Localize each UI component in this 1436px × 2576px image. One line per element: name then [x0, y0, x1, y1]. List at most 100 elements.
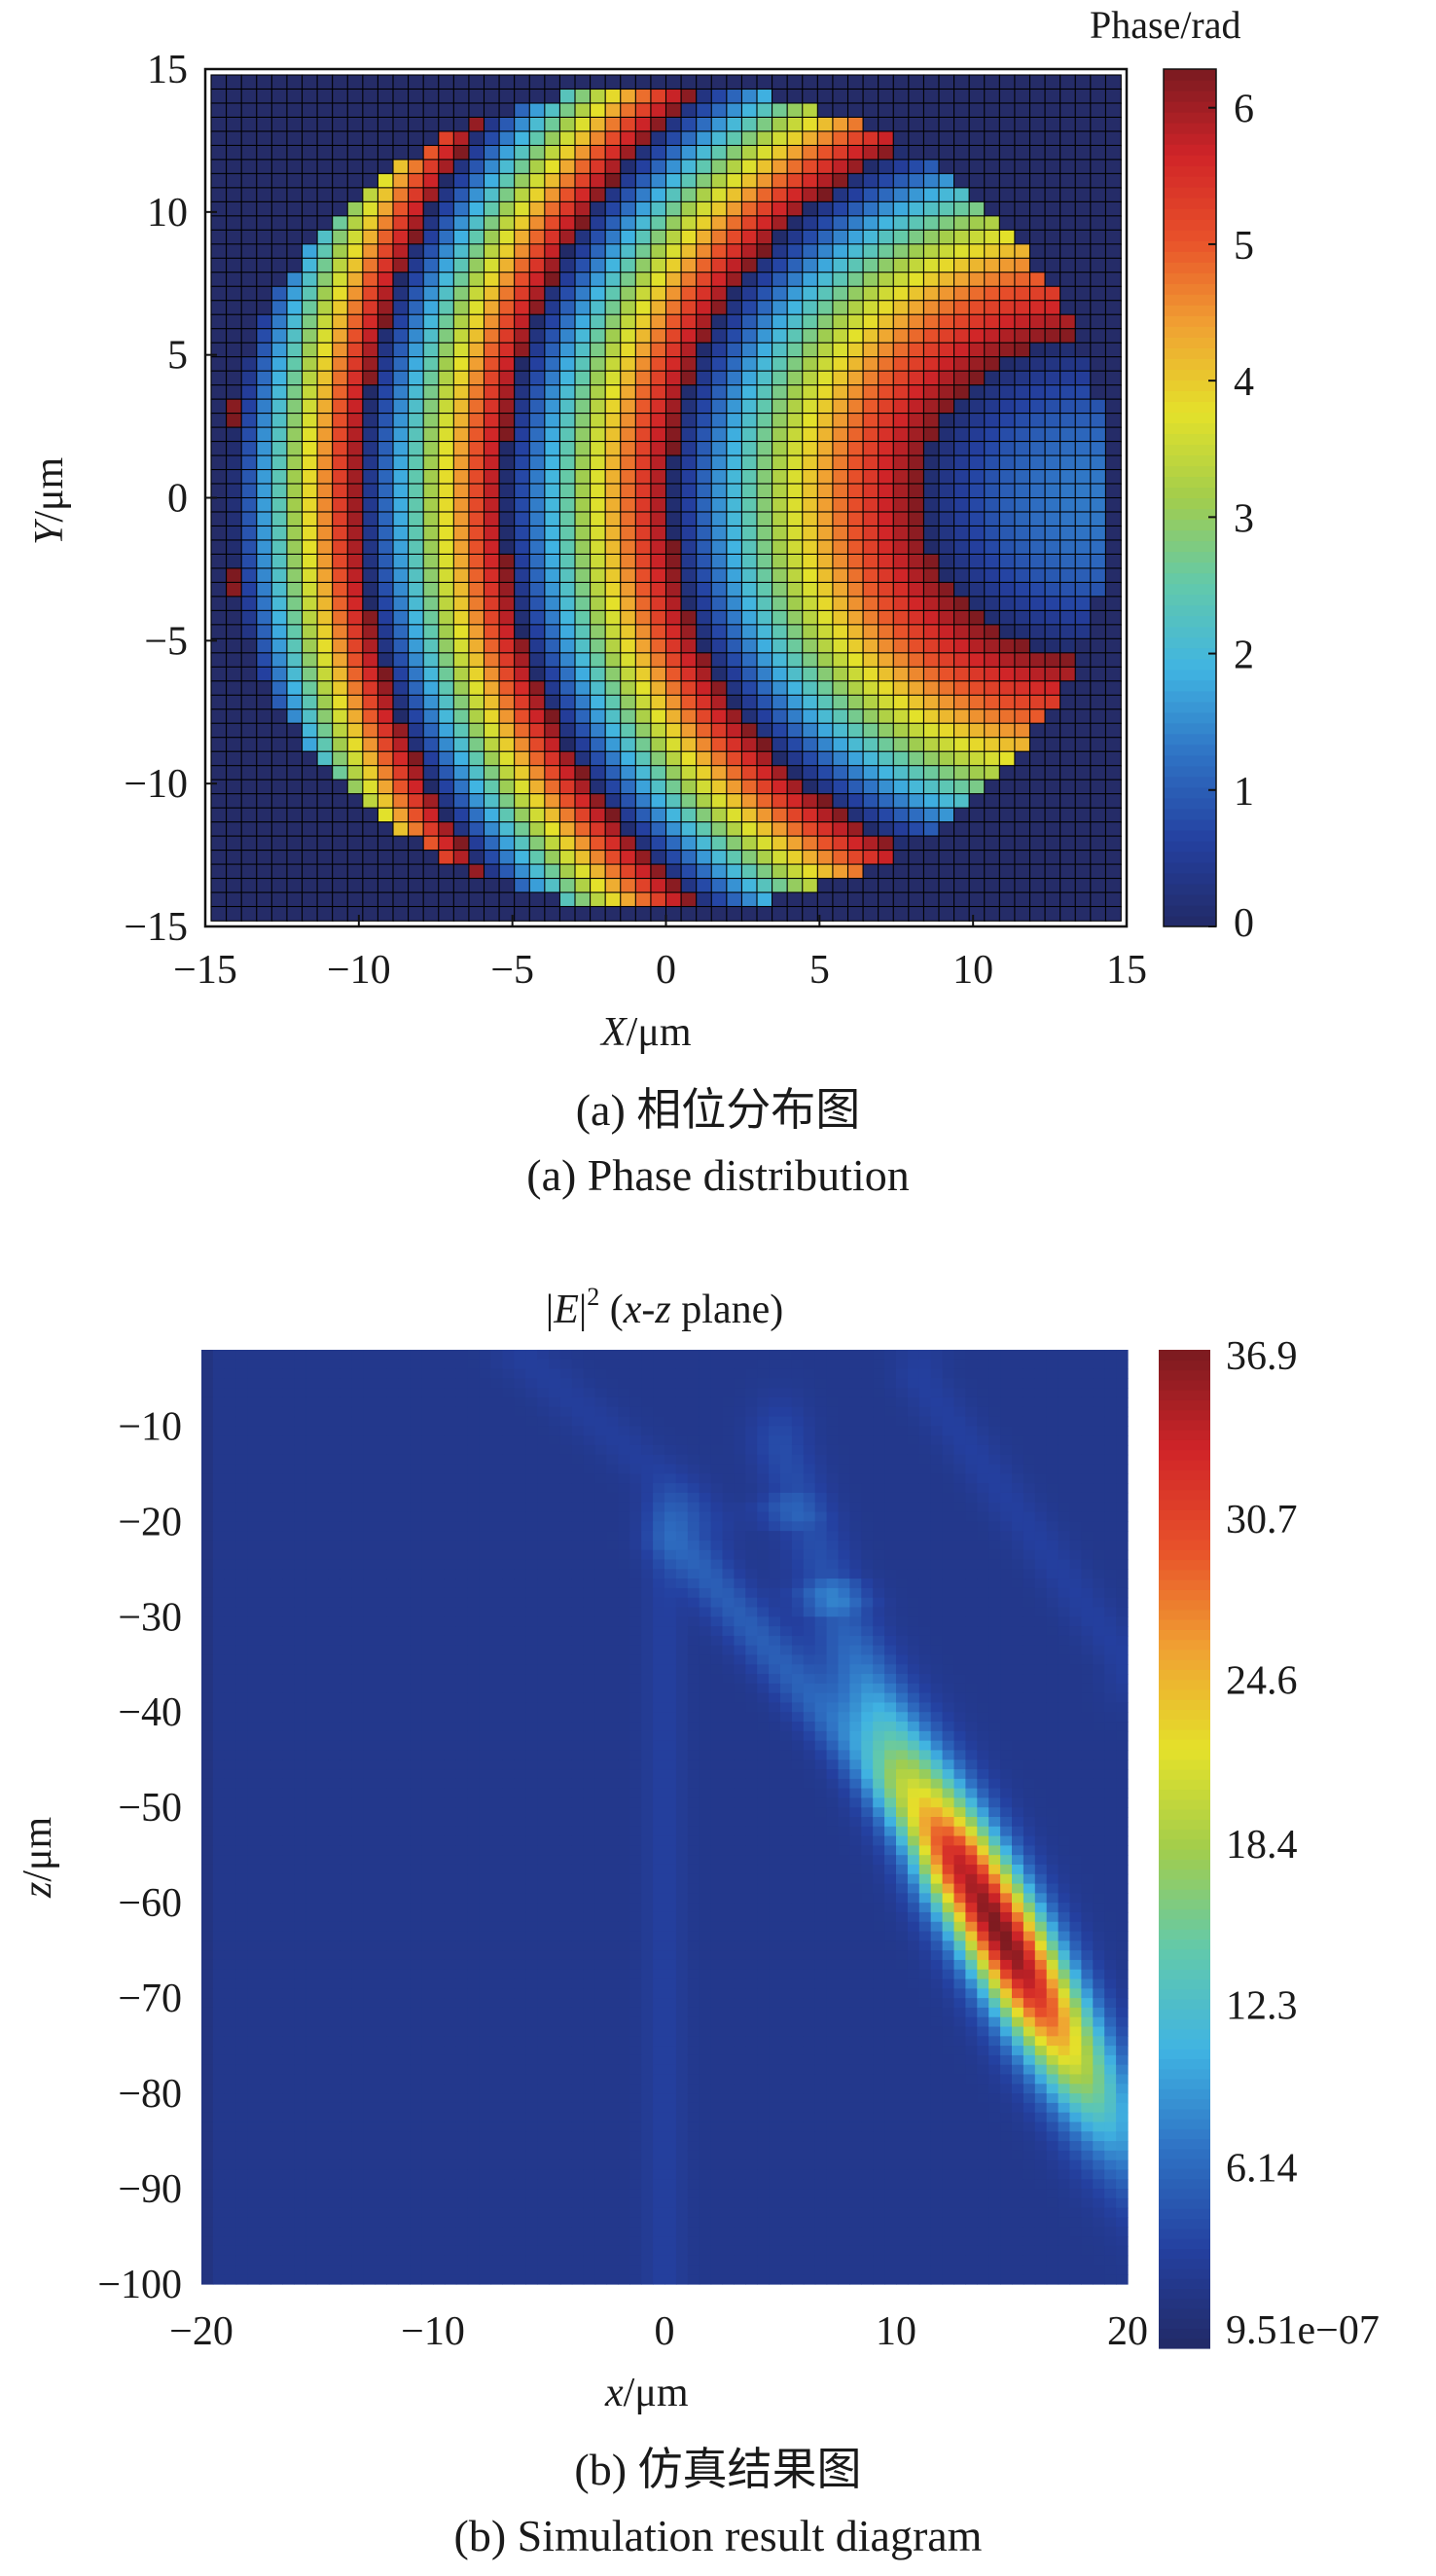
intensity-cell [270, 1950, 283, 1961]
intensity-cell [340, 1769, 353, 1780]
intensity-cell [224, 1778, 237, 1790]
intensity-cell [282, 1483, 295, 1494]
intensity-cell [224, 1797, 237, 1808]
intensity-cell [259, 1531, 271, 1542]
intensity-cell [305, 1712, 318, 1723]
intensity-cell [305, 1616, 318, 1627]
intensity-cell [294, 1444, 306, 1456]
intensity-cell [317, 2131, 330, 2142]
intensity-cell [294, 2207, 306, 2219]
intensity-cell [282, 2122, 295, 2132]
intensity-cell [282, 1921, 295, 1933]
intensity-cell [317, 1864, 330, 1875]
intensity-cell [235, 1597, 249, 1609]
intensity-cell [224, 1426, 237, 1436]
intensity-cell [235, 1674, 249, 1685]
intensity-cell [247, 1521, 261, 1532]
intensity-cell [201, 2159, 214, 2171]
intensity-cell [235, 1492, 249, 1504]
intensity-cell [235, 1388, 249, 1398]
intensity-cell [340, 1873, 353, 1885]
intensity-cell [294, 1817, 306, 1828]
intensity-cell [259, 1797, 271, 1808]
intensity-cell [212, 1569, 226, 1579]
intensity-cell [340, 1931, 353, 1941]
intensity-cell [305, 1826, 318, 1837]
intensity-cell [340, 1750, 353, 1760]
intensity-cell [328, 1664, 341, 1675]
intensity-cell [340, 1855, 353, 1866]
intensity-cell [247, 2141, 261, 2152]
intensity-cell [317, 1531, 330, 1542]
intensity-cell [224, 1645, 237, 1656]
intensity-cell [259, 1350, 271, 1361]
intensity-cell [305, 1483, 318, 1494]
intensity-cell [224, 1559, 237, 1570]
intensity-cell [305, 1692, 318, 1704]
intensity-cell [235, 1978, 249, 1989]
intensity-cell [340, 1692, 353, 1704]
intensity-cell [328, 1750, 341, 1760]
intensity-cell [259, 1950, 271, 1961]
intensity-cell [270, 1654, 283, 1665]
intensity-cell [224, 1921, 237, 1933]
intensity-cell [305, 1454, 318, 1466]
intensity-cell [328, 1722, 341, 1732]
intensity-cell [212, 2074, 226, 2085]
intensity-cell [224, 2217, 237, 2228]
intensity-cell [247, 1978, 261, 1989]
intensity-cell [224, 1654, 237, 1665]
intensity-cell [282, 1950, 295, 1961]
intensity-cell [224, 1712, 237, 1723]
intensity-cell [328, 1645, 341, 1656]
intensity-cell [247, 1797, 261, 1808]
intensity-cell [235, 2036, 249, 2047]
intensity-cell [328, 1626, 341, 1637]
intensity-cell [328, 1569, 341, 1579]
intensity-cell [317, 2159, 330, 2171]
intensity-cell [340, 1988, 353, 1999]
intensity-cell [305, 1511, 318, 1522]
intensity-cell [212, 1368, 226, 1379]
intensity-cell [201, 1444, 214, 1456]
intensity-cell [212, 2227, 226, 2237]
intensity-cell [328, 2236, 341, 2247]
intensity-cell [212, 1473, 226, 1484]
intensity-cell [247, 1769, 261, 1780]
intensity-cell [317, 1969, 330, 1980]
intensity-cell [294, 1931, 306, 1941]
intensity-cell [305, 1378, 318, 1389]
intensity-cell [340, 1702, 353, 1713]
intensity-cell [247, 2122, 261, 2132]
intensity-cell [224, 2141, 237, 2152]
intensity-cell [224, 1435, 237, 1446]
intensity-cell [317, 2016, 330, 2028]
intensity-cell [201, 2093, 214, 2104]
intensity-cell [224, 1845, 237, 1856]
intensity-cell [201, 1359, 214, 1370]
intensity-cell [235, 2255, 249, 2267]
intensity-cell [282, 2236, 295, 2247]
intensity-cell [328, 2131, 341, 2142]
intensity-cell [259, 1416, 271, 1427]
intensity-cell [259, 1492, 271, 1504]
intensity-cell [212, 1511, 226, 1522]
intensity-cell [317, 1645, 330, 1656]
intensity-cell [328, 1797, 341, 1808]
intensity-cell [317, 1454, 330, 1466]
intensity-cell [317, 2227, 330, 2237]
intensity-cell [294, 1388, 306, 1398]
intensity-cell [235, 1864, 249, 1875]
intensity-cell [328, 2054, 341, 2066]
intensity-cell [212, 2179, 226, 2190]
intensity-cell [294, 1969, 306, 1980]
intensity-cell [305, 1569, 318, 1579]
intensity-cell [294, 1950, 306, 1961]
intensity-cell [212, 1911, 226, 1923]
intensity-cell [247, 1397, 261, 1408]
intensity-cell [270, 1864, 283, 1875]
intensity-cell [259, 2141, 271, 2152]
intensity-cell [317, 1492, 330, 1504]
intensity-cell [259, 2150, 271, 2161]
